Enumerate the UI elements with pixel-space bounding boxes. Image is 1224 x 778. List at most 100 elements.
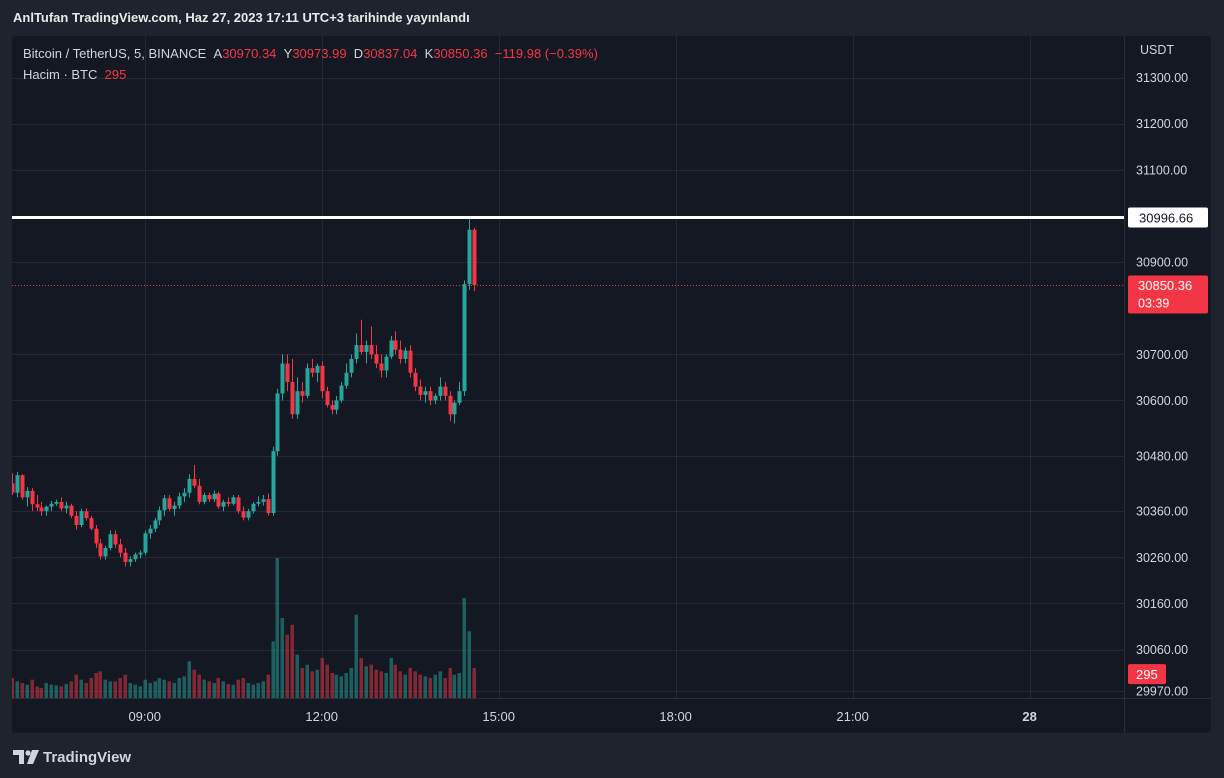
- volume-bar: [30, 679, 34, 698]
- candle-body: [231, 497, 236, 504]
- candle-body: [128, 559, 133, 562]
- volume-bar: [143, 679, 147, 698]
- volume-bar: [384, 673, 388, 698]
- candle-body: [256, 501, 261, 504]
- volume-bar: [389, 658, 393, 698]
- candle-body: [364, 345, 369, 353]
- close-value: 30850.36: [433, 46, 488, 61]
- time-tick-label: 28: [1022, 709, 1036, 724]
- volume-bar: [295, 654, 299, 698]
- candlestick-chart[interactable]: 31300.00 31200.00 31100.00 30900.00 30700.00…: [12, 36, 1211, 733]
- candle-body: [39, 507, 44, 512]
- candle-body: [197, 485, 202, 502]
- volume-bar: [187, 661, 191, 698]
- candle-body: [310, 368, 315, 373]
- candle-body: [202, 495, 207, 502]
- volume-bar: [49, 684, 53, 698]
- high-value: 30973.99: [292, 46, 347, 61]
- volume-bar: [433, 674, 437, 698]
- candle-body: [123, 552, 128, 562]
- volume-bar: [113, 681, 117, 698]
- candle-body: [236, 497, 241, 512]
- candle-body: [15, 475, 20, 493]
- candle-body: [354, 345, 359, 359]
- volume-bar: [251, 684, 255, 698]
- volume-bar: [393, 664, 397, 698]
- volume-bar: [443, 678, 447, 698]
- volume-bar: [12, 678, 14, 698]
- volume-bar: [271, 641, 275, 698]
- symbol-name[interactable]: Bitcoin / TetherUS, 5, BINANCE: [23, 46, 207, 61]
- candle-body: [418, 386, 423, 395]
- candle-body: [398, 349, 403, 359]
- resistance-label: 30996.66: [1139, 210, 1193, 225]
- candle-body: [251, 503, 256, 512]
- candle-body: [54, 501, 59, 504]
- candle-body: [433, 395, 438, 401]
- candle-body: [216, 493, 221, 507]
- volume-badge-box: [1128, 664, 1166, 685]
- candle-body: [330, 405, 335, 410]
- volume-bar: [157, 678, 161, 698]
- volume-bar: [423, 676, 427, 698]
- volume-bar: [379, 671, 383, 698]
- candle-body: [457, 391, 462, 403]
- candle-body: [177, 496, 182, 506]
- candle-body: [389, 340, 394, 357]
- volume-bar: [457, 673, 461, 698]
- price-tick-label: 30160.00: [1136, 597, 1188, 611]
- candle-body: [241, 511, 246, 518]
- candle-body: [98, 543, 103, 557]
- candle-body: [305, 368, 310, 396]
- candle-body: [162, 498, 167, 511]
- candle-body: [295, 391, 300, 415]
- price-tick-label: 29970.00: [1136, 685, 1188, 699]
- publication-title: AnlTufan TradingView.com, Haz 27, 2023 1…: [13, 10, 470, 25]
- volume-bar: [403, 674, 407, 698]
- candle-body: [49, 503, 54, 507]
- chart-background: [12, 36, 1211, 733]
- time-tick-label: 09:00: [128, 709, 161, 724]
- volume-bar: [374, 669, 378, 698]
- volume-bar: [69, 681, 73, 698]
- volume-bar: [216, 678, 220, 698]
- candle-body: [94, 528, 99, 544]
- candle-body: [84, 511, 89, 519]
- candle-body: [423, 391, 428, 395]
- candle-body: [89, 518, 94, 529]
- volume-bar: [44, 683, 48, 698]
- volume-bar: [448, 668, 452, 698]
- candle-body: [349, 358, 354, 373]
- time-tick-label: 15:00: [482, 709, 515, 724]
- low-label: D: [353, 46, 364, 61]
- volume-bar: [359, 658, 363, 698]
- volume-bar: [226, 684, 230, 698]
- volume-bar: [290, 624, 294, 698]
- symbol-legend[interactable]: Bitcoin / TetherUS, 5, BINANCE A30970.34…: [23, 46, 598, 61]
- volume-bar: [118, 678, 122, 698]
- volume-bar: [256, 683, 260, 698]
- candle-body: [462, 284, 467, 392]
- volume-bar: [354, 614, 358, 698]
- candle-body: [315, 365, 320, 373]
- candle-body: [226, 501, 231, 504]
- volume-bar: [325, 664, 329, 698]
- candle-body: [271, 451, 276, 514]
- chart-panel[interactable]: 31300.00 31200.00 31100.00 30900.00 30700.00…: [12, 36, 1211, 733]
- low-value: 30837.04: [363, 46, 418, 61]
- volume-legend[interactable]: Hacim · BTC 295: [23, 67, 126, 82]
- price-tick-label: 30700.00: [1136, 348, 1188, 362]
- volume-bar: [241, 678, 245, 698]
- candle-body: [344, 372, 349, 386]
- volume-bar: [428, 678, 432, 698]
- tradingview-logo[interactable]: TradingView: [13, 747, 131, 767]
- candle-body: [79, 511, 84, 526]
- candle-body: [118, 544, 123, 553]
- volume-bar: [364, 666, 368, 698]
- volume-bar: [236, 679, 240, 698]
- price-tick-label: 31300.00: [1136, 71, 1188, 85]
- volume-bar: [192, 669, 196, 698]
- volume-bar: [182, 676, 186, 698]
- volume-bar: [177, 678, 181, 698]
- candle-body: [285, 363, 290, 382]
